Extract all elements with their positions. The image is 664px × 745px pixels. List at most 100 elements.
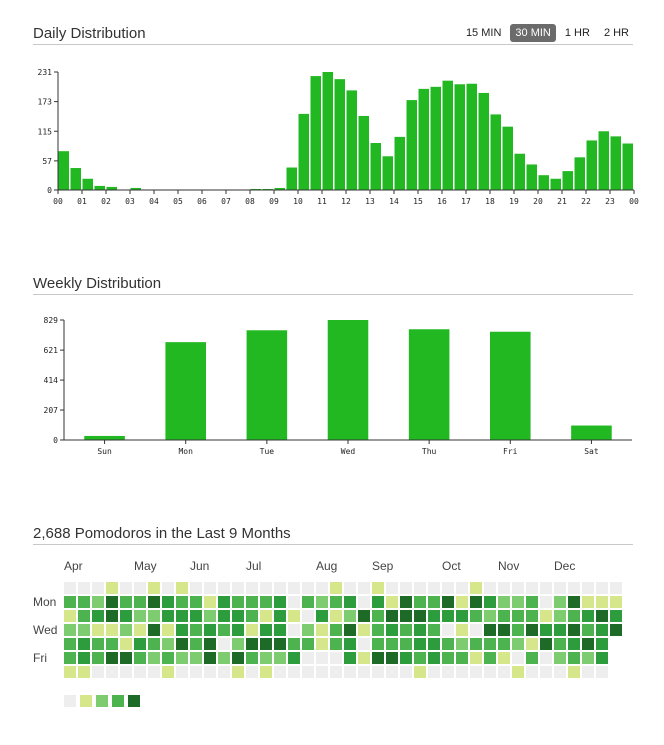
daily-x-tick-label: 00	[629, 197, 639, 206]
heatmap-cell	[330, 638, 342, 650]
weekly-bar	[84, 435, 125, 440]
heatmap-cell	[274, 652, 286, 664]
resolution-toggle: 15 MIN 30 MIN 1 HR 2 HR	[461, 24, 634, 42]
heatmap-cell	[232, 582, 244, 594]
heatmap-cell	[148, 624, 160, 636]
heatmap-cell	[106, 610, 118, 622]
heatmap-cell	[414, 666, 426, 678]
heatmap-cell	[302, 638, 314, 650]
heatmap-cell	[582, 582, 594, 594]
heatmap-cell	[302, 610, 314, 622]
heatmap-cell	[568, 666, 580, 678]
heatmap-cell	[106, 652, 118, 664]
daily-x-tick-label: 12	[341, 197, 351, 206]
heatmap-cell	[232, 596, 244, 608]
heatmap-cell	[92, 610, 104, 622]
daily-bar	[394, 136, 405, 190]
weekly-y-tick-label: 207	[44, 406, 59, 415]
heatmap-cell	[512, 666, 524, 678]
heatmap-cell	[302, 624, 314, 636]
daily-bar	[430, 86, 441, 190]
heatmap-cell	[498, 624, 510, 636]
heatmap-cell	[176, 610, 188, 622]
daily-bar	[502, 126, 513, 190]
heatmap-cell	[120, 652, 132, 664]
heatmap-cell	[596, 624, 608, 636]
heatmap-cell	[512, 610, 524, 622]
heatmap-cell	[316, 624, 328, 636]
legend-swatch	[64, 695, 76, 707]
heatmap-cell	[596, 582, 608, 594]
daily-x-tick-label: 17	[461, 197, 471, 206]
heatmap-cell	[456, 610, 468, 622]
heatmap-cell	[568, 652, 580, 664]
heatmap-cell	[190, 624, 202, 636]
weekly-x-tick-label: Fri	[503, 447, 518, 456]
res-2hr-button[interactable]: 2 HR	[603, 27, 629, 39]
heatmap-cell	[554, 610, 566, 622]
heatmap-cell	[526, 666, 538, 678]
heatmap-cell	[162, 624, 174, 636]
heatmap-cell	[106, 638, 118, 650]
heatmap-cell	[400, 610, 412, 622]
daily-x-tick-label: 14	[389, 197, 399, 206]
heatmap-cell	[78, 610, 90, 622]
heatmap-cell	[526, 610, 538, 622]
weekly-x-tick-label: Sat	[584, 447, 599, 456]
heatmap-cell	[358, 596, 370, 608]
legend-swatch	[80, 695, 92, 707]
heatmap-cell	[344, 652, 356, 664]
heatmap-cell	[596, 596, 608, 608]
heatmap-cell	[498, 610, 510, 622]
heatmap-cell	[246, 666, 258, 678]
heatmap-cell	[78, 652, 90, 664]
heatmap-cell	[190, 652, 202, 664]
heatmap-cell	[204, 652, 216, 664]
heatmap-cell	[274, 610, 286, 622]
weekly-x-tick-label: Sun	[97, 447, 112, 456]
heatmap-cell	[246, 610, 258, 622]
res-15min-button[interactable]: 15 MIN	[465, 27, 502, 39]
heatmap-cell	[386, 652, 398, 664]
heatmap-cell	[554, 624, 566, 636]
heatmap-cell	[78, 666, 90, 678]
res-30min-button[interactable]: 30 MIN	[510, 24, 556, 42]
heatmap-cell	[274, 596, 286, 608]
heatmap-cell	[428, 624, 440, 636]
daily-bar	[562, 171, 573, 190]
heatmap-cell	[428, 638, 440, 650]
heatmap-cell	[330, 582, 342, 594]
heatmap-cell	[190, 582, 202, 594]
daily-bar	[514, 153, 525, 190]
daily-x-tick-label: 01	[77, 197, 87, 206]
heatmap-cell	[64, 652, 76, 664]
heatmap-cell	[470, 582, 482, 594]
month-label: May	[134, 559, 157, 573]
heatmap-cell	[526, 624, 538, 636]
heatmap-cell	[484, 596, 496, 608]
heatmap-cell	[316, 596, 328, 608]
heatmap-cell	[414, 652, 426, 664]
heatmap-cell	[64, 666, 76, 678]
daily-x-tick-label: 13	[365, 197, 375, 206]
heatmap-cell	[386, 666, 398, 678]
heatmap-cell	[204, 624, 216, 636]
heatmap-cell	[218, 624, 230, 636]
daily-x-tick-label: 18	[485, 197, 495, 206]
heatmap-cell	[218, 666, 230, 678]
heatmap-cell	[218, 610, 230, 622]
daily-bar	[70, 168, 81, 190]
heatmap-cell	[190, 610, 202, 622]
res-1hr-button[interactable]: 1 HR	[564, 27, 590, 39]
heatmap-cell	[456, 666, 468, 678]
heatmap-cell	[400, 638, 412, 650]
heatmap-cell	[596, 652, 608, 664]
daily-bar	[418, 88, 429, 190]
heatmap-cell	[176, 652, 188, 664]
daily-bar	[322, 72, 333, 190]
heatmap-cell	[582, 666, 594, 678]
heatmap-cell	[148, 596, 160, 608]
heatmap-cell	[442, 652, 454, 664]
heatmap-cell	[316, 638, 328, 650]
heatmap-cell	[358, 610, 370, 622]
